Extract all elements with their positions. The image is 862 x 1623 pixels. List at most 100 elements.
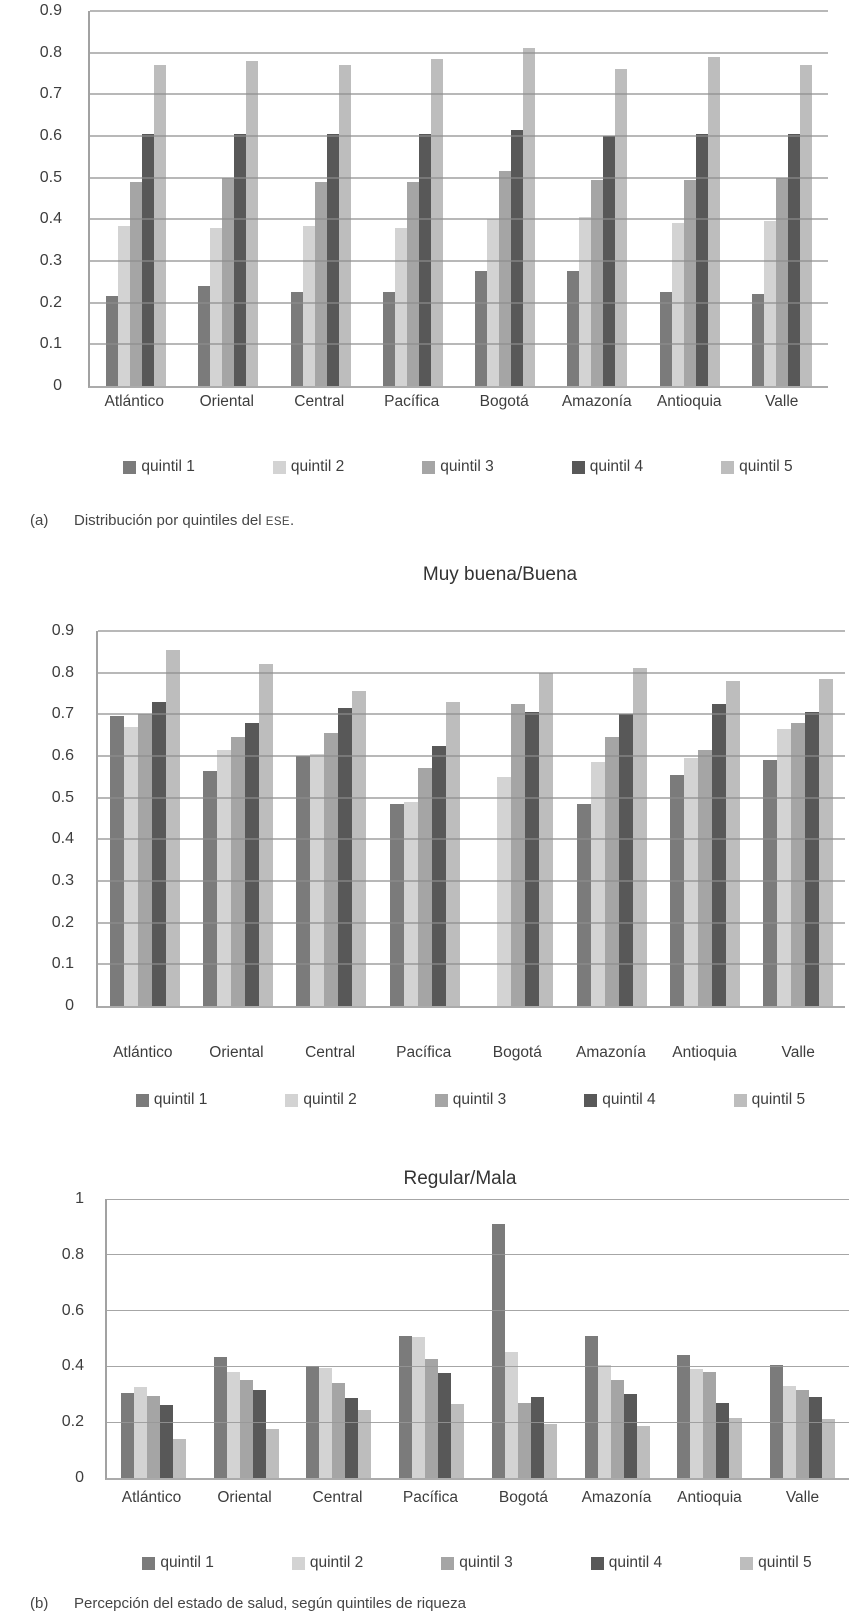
x-category-label-amazonia: Amazonía xyxy=(576,1044,646,1061)
bar-group-amazonia xyxy=(551,11,643,386)
bar-central-quintil-3 xyxy=(332,1383,346,1478)
bar-antioquia-quintil-2 xyxy=(683,758,698,1006)
x-category-label-pacifica: Pacífica xyxy=(384,393,440,410)
bar-oriental-quintil-3 xyxy=(239,1380,253,1478)
bar-valle-quintil-5 xyxy=(819,679,834,1006)
bar-central-quintil-1 xyxy=(306,1366,320,1478)
bar-pacifica-quintil-5 xyxy=(451,1404,465,1478)
y-tick-label: 0.3 xyxy=(51,872,74,889)
bar-amazonia-quintil-1 xyxy=(576,804,591,1006)
y-tick-label: 0.1 xyxy=(39,335,62,353)
bar-valle-quintil-1 xyxy=(751,294,764,386)
bar-valle-quintil-4 xyxy=(809,1397,823,1478)
x-category-label-pacifica: Pacífica xyxy=(402,1489,459,1506)
bar-atlantico-quintil-3 xyxy=(146,1396,160,1478)
legend-label: quintil 3 xyxy=(459,1554,513,1571)
bar-oriental-quintil-4 xyxy=(234,134,247,386)
legend-swatch-quintil-4 xyxy=(584,1093,598,1107)
legend-label: quintil 4 xyxy=(602,1091,656,1108)
legend-label: quintil 2 xyxy=(303,1091,357,1108)
bar-central-quintil-1 xyxy=(290,292,303,386)
bar-oriental-quintil-3 xyxy=(231,737,246,1006)
bar-group-pacifica xyxy=(385,1199,478,1478)
bar-atlantico-quintil-5 xyxy=(165,650,180,1006)
bar-bogota-quintil-5 xyxy=(543,1424,557,1478)
bar-antioquia-quintil-5 xyxy=(725,681,740,1006)
bar-amazonia-quintil-5 xyxy=(615,69,628,386)
x-category-label-valle: Valle xyxy=(781,1044,815,1061)
legend-item-quintil-5: quintil 5 xyxy=(733,1091,805,1109)
bar-bogota-quintil-5 xyxy=(539,673,554,1006)
bar-amazonia-quintil-3 xyxy=(610,1380,624,1478)
bar-group-atlantico xyxy=(90,11,182,386)
plot-area xyxy=(105,1198,849,1480)
y-tick-label: 0.8 xyxy=(51,663,74,681)
bar-atlantico-quintil-4 xyxy=(151,702,166,1006)
y-tick-label: 0.4 xyxy=(61,1357,84,1375)
bar-valle-quintil-3 xyxy=(791,723,806,1006)
bar-atlantico-quintil-3 xyxy=(130,182,143,386)
bar-pacifica-quintil-1 xyxy=(382,292,395,386)
legend-swatch-quintil-5 xyxy=(721,460,735,474)
bar-pacifica-quintil-3 xyxy=(417,768,432,1006)
bar-valle-quintil-1 xyxy=(770,1365,784,1478)
legend-item-quintil-5: quintil 5 xyxy=(721,458,793,476)
bar-central-quintil-3 xyxy=(314,182,327,386)
bar-oriental-quintil-1 xyxy=(203,771,218,1006)
x-category-label-amazonia: Amazonía xyxy=(561,393,632,410)
x-category-label-atlantico: Atlántico xyxy=(121,1489,182,1506)
bar-central-quintil-3 xyxy=(324,733,339,1006)
x-axis-labels: Atlántico Oriental Central Pacífica Bogotá Am… xyxy=(105,1489,849,1507)
bar-pacifica-quintil-2 xyxy=(412,1337,426,1478)
legend-label: quintil 5 xyxy=(739,458,793,475)
bar-group-pacifica xyxy=(378,631,471,1006)
caption-a-text: Distribución por quintiles del xyxy=(74,512,266,529)
bar-bogota-quintil-3 xyxy=(499,171,512,386)
caption-b: (b) Percepción del estado de salud, según… xyxy=(30,1595,466,1612)
bar-group-atlantico xyxy=(107,1199,200,1478)
legend: quintil 1 quintil 2 quintil 3 quintil 4 quin… xyxy=(105,1554,849,1572)
bar-oriental-quintil-5 xyxy=(265,1429,279,1478)
bar-pacifica-quintil-5 xyxy=(430,59,443,386)
x-category-label-oriental: Oriental xyxy=(217,1489,272,1506)
bar-group-valle xyxy=(752,631,845,1006)
caption-b-text: Percepción del estado de salud, según qu… xyxy=(74,1595,466,1612)
legend-swatch-quintil-3 xyxy=(422,460,436,474)
legend: quintil 1 quintil 2 quintil 3 quintil 4 quin… xyxy=(88,458,828,476)
caption-a-period: . xyxy=(289,512,295,529)
legend-item-quintil-2: quintil 2 xyxy=(291,1554,363,1572)
legend-item-quintil-3: quintil 3 xyxy=(422,458,494,476)
bar-bogota-quintil-1 xyxy=(491,1224,505,1478)
x-category-label-central: Central xyxy=(294,393,345,410)
bar-central-quintil-2 xyxy=(310,754,325,1006)
x-axis-labels: Atlántico Oriental Central Pacífica Bogotá Am… xyxy=(88,393,828,411)
bar-group-bogota xyxy=(459,11,551,386)
bar-bogota-quintil-1 xyxy=(475,271,488,386)
bar-antioquia-quintil-3 xyxy=(683,180,696,386)
y-tick-label: 0.2 xyxy=(39,293,62,311)
bar-bogota-quintil-4 xyxy=(511,130,524,386)
legend-swatch-quintil-2 xyxy=(272,460,286,474)
bar-group-antioquia xyxy=(664,1199,757,1478)
bar-valle-quintil-3 xyxy=(775,178,788,386)
bar-group-atlantico xyxy=(98,631,191,1006)
bar-amazonia-quintil-4 xyxy=(618,714,633,1006)
bar-central-quintil-5 xyxy=(358,1410,372,1478)
x-category-label-central: Central xyxy=(312,1489,363,1506)
bar-amazonia-quintil-3 xyxy=(591,180,604,386)
legend-item-quintil-4: quintil 4 xyxy=(590,1554,662,1572)
bar-antioquia-quintil-3 xyxy=(697,750,712,1006)
legend-swatch-quintil-3 xyxy=(434,1093,448,1107)
legend: quintil 1 quintil 2 quintil 3 quintil 4 quin… xyxy=(96,1091,845,1109)
bar-group-amazonia xyxy=(565,631,658,1006)
bar-oriental-quintil-2 xyxy=(226,1372,240,1478)
legend-label: quintil 1 xyxy=(153,1091,208,1108)
legend-label: quintil 3 xyxy=(452,1091,507,1108)
y-tick-label: 0.6 xyxy=(51,747,74,764)
bar-atlantico-quintil-2 xyxy=(123,727,138,1006)
bar-group-antioquia xyxy=(658,631,751,1006)
plot-area xyxy=(88,10,828,388)
bar-amazonia-quintil-2 xyxy=(597,1365,611,1478)
bar-valle-quintil-4 xyxy=(805,712,820,1006)
bar-oriental-quintil-5 xyxy=(246,61,259,386)
